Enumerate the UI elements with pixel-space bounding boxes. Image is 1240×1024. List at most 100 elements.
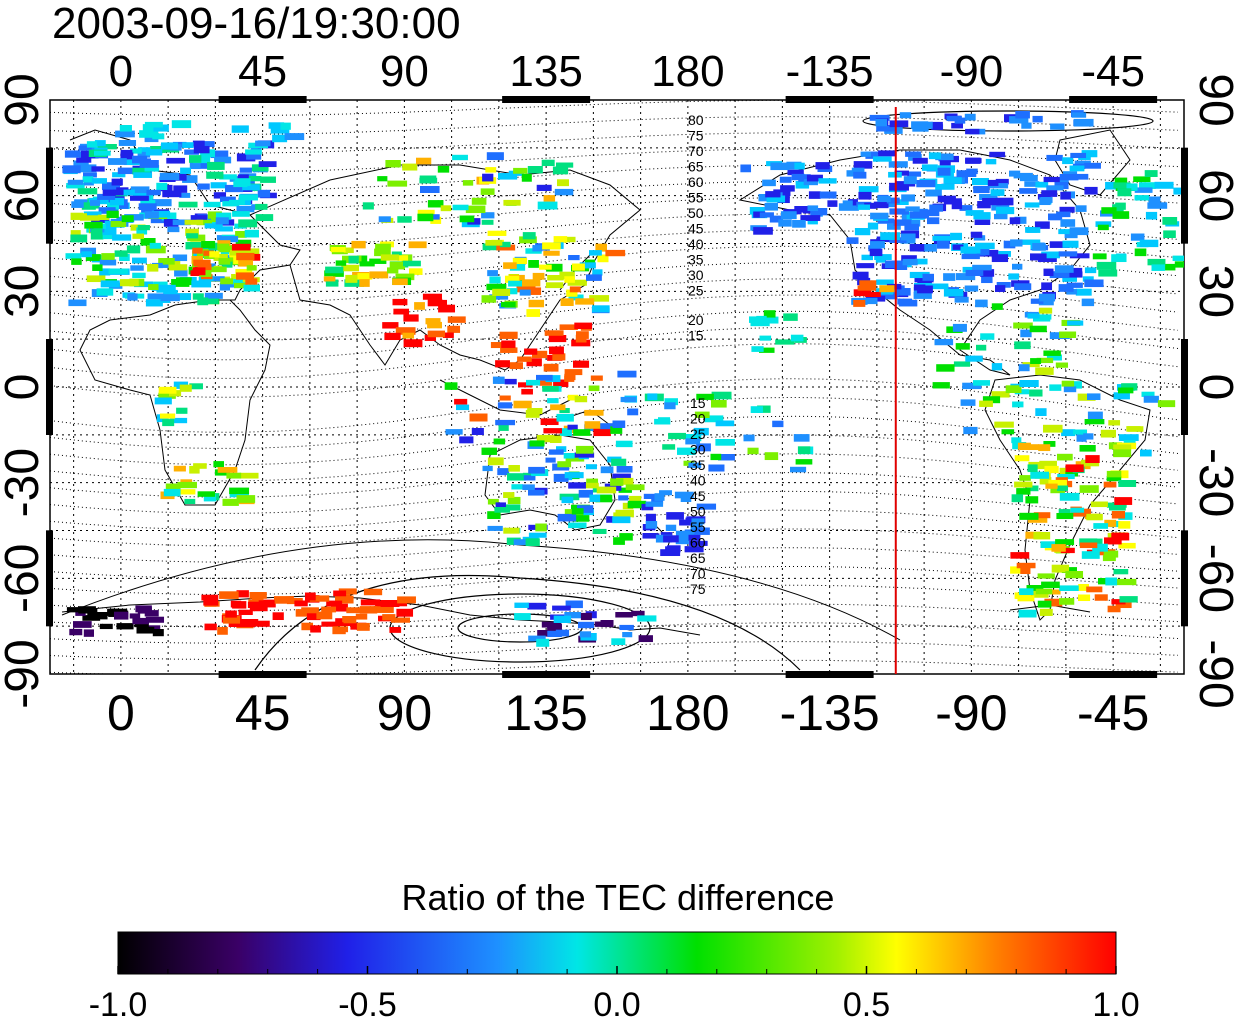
tec-pixel bbox=[417, 209, 435, 216]
tec-pixel bbox=[140, 238, 156, 246]
tec-pixel bbox=[1105, 577, 1118, 586]
lon-label-top: -90 bbox=[940, 47, 1004, 96]
tec-pixel bbox=[780, 185, 795, 192]
tec-pixel bbox=[179, 384, 192, 392]
tec-pixel bbox=[369, 258, 387, 264]
tec-pixel bbox=[238, 260, 253, 267]
tec-pixel bbox=[589, 250, 602, 256]
axis-tick-bar bbox=[1069, 96, 1158, 103]
tec-pixel bbox=[973, 235, 986, 241]
bottom-longitude-axis: 0 45 90 135 180 -135 -90 -45 bbox=[107, 685, 1149, 741]
tec-pixel bbox=[86, 275, 106, 283]
tec-pixel bbox=[543, 250, 560, 256]
tec-pixel bbox=[66, 607, 81, 613]
tec-pixel bbox=[503, 527, 520, 534]
tec-pixel bbox=[1019, 475, 1031, 481]
tec-pixel bbox=[1126, 426, 1141, 432]
tec-pixel bbox=[459, 215, 475, 223]
tec-pixel bbox=[1039, 293, 1056, 302]
tec-pixel bbox=[528, 466, 545, 474]
tec-pixel bbox=[339, 594, 351, 600]
tec-pixel bbox=[178, 201, 198, 208]
tec-pixel bbox=[1087, 411, 1103, 420]
tec-pixel bbox=[566, 289, 578, 297]
tec-pixel bbox=[92, 264, 103, 271]
tec-pixel bbox=[557, 179, 569, 187]
tec-pixel bbox=[919, 209, 940, 217]
tec-pixel bbox=[132, 272, 146, 279]
tec-pixel bbox=[1133, 176, 1151, 183]
tec-pixel bbox=[1041, 190, 1058, 197]
tec-pixel bbox=[641, 503, 654, 511]
tec-pixel bbox=[987, 179, 999, 186]
tec-pixel bbox=[757, 405, 771, 413]
tec-pixel bbox=[524, 348, 538, 355]
tec-pixel bbox=[1046, 185, 1064, 191]
tec-pixel bbox=[272, 134, 288, 143]
tec-pixel bbox=[110, 221, 127, 228]
tec-pixel bbox=[108, 183, 121, 192]
tec-pixel bbox=[359, 279, 370, 287]
tec-pixel bbox=[99, 268, 111, 276]
tec-pixel bbox=[982, 198, 1002, 206]
tec-pixel bbox=[589, 295, 610, 302]
tec-pixel bbox=[342, 616, 355, 623]
tec-pixel bbox=[482, 243, 502, 251]
tec-pixel bbox=[402, 332, 415, 339]
tec-pixel bbox=[842, 200, 853, 208]
tec-pixel bbox=[219, 282, 231, 291]
contour-line bbox=[50, 415, 1179, 466]
tec-pixel bbox=[536, 434, 555, 443]
tec-pixel bbox=[65, 253, 82, 259]
tec-pixel bbox=[1148, 196, 1161, 204]
tec-pixel bbox=[1043, 176, 1060, 183]
tec-pixel bbox=[452, 204, 469, 211]
tec-pixel bbox=[913, 291, 932, 299]
tec-pixel bbox=[696, 443, 711, 452]
tec-pixel bbox=[568, 482, 586, 489]
tec-pixel bbox=[447, 316, 466, 323]
tec-pixel bbox=[396, 608, 414, 617]
tec-pixel bbox=[631, 610, 645, 617]
tec-pixel bbox=[553, 615, 571, 623]
tec-pixel bbox=[787, 169, 804, 176]
tec-pixel bbox=[710, 453, 722, 461]
tec-pixel bbox=[528, 532, 547, 538]
tec-pixel bbox=[1049, 271, 1070, 279]
tec-pixel bbox=[615, 509, 634, 518]
axis-tick-bar bbox=[502, 96, 591, 103]
tec-pixel bbox=[1041, 581, 1060, 589]
tec-pixel bbox=[1106, 475, 1122, 482]
tec-pixel bbox=[243, 284, 260, 292]
tec-pixel bbox=[482, 465, 493, 472]
tec-pixel bbox=[909, 211, 930, 219]
tec-pixel bbox=[859, 280, 877, 286]
tec-pixel bbox=[83, 172, 97, 178]
tec-pixel bbox=[684, 546, 704, 553]
tec-pixel bbox=[425, 318, 441, 325]
tec-pixel bbox=[437, 165, 450, 173]
tec-pixel bbox=[1036, 314, 1052, 320]
tec-pixel bbox=[568, 294, 584, 301]
tec-pixel bbox=[936, 240, 950, 249]
tec-pixel bbox=[1005, 385, 1022, 393]
tec-pixel bbox=[137, 151, 151, 158]
tec-pixel bbox=[522, 232, 536, 240]
tec-pixel bbox=[939, 157, 951, 166]
tec-pixel bbox=[1069, 165, 1085, 172]
tec-pixel bbox=[192, 267, 206, 276]
tec-pixel bbox=[1051, 544, 1066, 552]
tec-pixel bbox=[310, 625, 321, 633]
tec-pixel bbox=[179, 489, 196, 495]
tec-pixel bbox=[568, 522, 587, 529]
tec-pixel bbox=[1154, 181, 1174, 189]
tec-pixel bbox=[696, 503, 717, 510]
tec-pixel bbox=[857, 285, 877, 291]
tec-pixel bbox=[81, 202, 96, 210]
tec-pixel bbox=[462, 180, 474, 186]
tec-pixel bbox=[215, 226, 233, 232]
tec-pixel bbox=[97, 193, 116, 200]
tec-pixel bbox=[1016, 488, 1031, 495]
tec-pixel bbox=[427, 330, 446, 338]
tec-pixel bbox=[323, 276, 336, 282]
